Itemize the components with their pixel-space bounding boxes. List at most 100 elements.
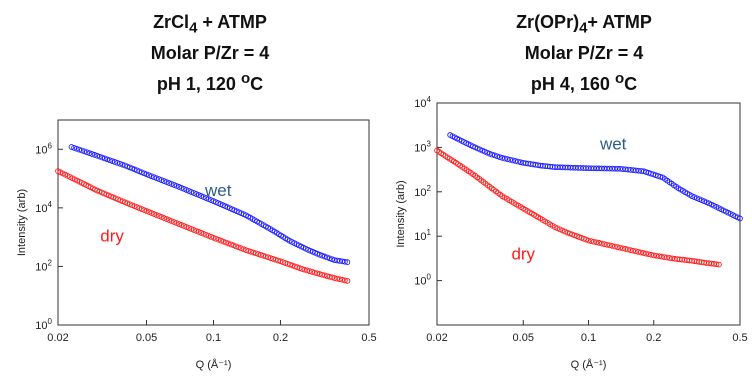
data-point bbox=[509, 157, 516, 164]
y-tick-label: 104 bbox=[35, 200, 52, 215]
data-point bbox=[262, 253, 269, 260]
data-point bbox=[299, 266, 305, 272]
data-point bbox=[737, 215, 743, 222]
data-point bbox=[625, 246, 631, 253]
data-point bbox=[151, 211, 157, 217]
title-subscript: 4 bbox=[189, 19, 198, 37]
data-point bbox=[486, 150, 493, 157]
data-point bbox=[284, 260, 291, 267]
y-axis-label: Intensity (arb) bbox=[395, 180, 407, 247]
data-point bbox=[344, 278, 351, 284]
title-text: pH 4, 160 bbox=[530, 73, 615, 94]
y-tick-label: 102 bbox=[414, 184, 431, 199]
plot-area: 0.02 0.05 0.1 0.2 0.5 100 101 102 103 104 Q (Å⁻¹) I… bbox=[395, 95, 748, 371]
data-point bbox=[148, 173, 155, 180]
data-point bbox=[253, 250, 259, 257]
y-tick-label: 102 bbox=[35, 258, 52, 273]
data-point bbox=[319, 252, 325, 259]
data-point bbox=[331, 275, 338, 281]
series-label-dry: dry bbox=[511, 244, 535, 263]
data-point bbox=[282, 260, 289, 266]
y-tick-label: 104 bbox=[414, 95, 431, 110]
data-point bbox=[604, 165, 610, 172]
data-point bbox=[91, 152, 98, 158]
data-point bbox=[326, 255, 333, 262]
data-point bbox=[342, 277, 348, 284]
data-point bbox=[601, 241, 608, 247]
data-point bbox=[334, 275, 340, 282]
data-point bbox=[645, 251, 652, 258]
data-point bbox=[68, 144, 75, 150]
data-point bbox=[245, 248, 252, 254]
data-point bbox=[151, 174, 157, 181]
data-point bbox=[257, 252, 264, 258]
data-point bbox=[223, 239, 229, 246]
data-point bbox=[146, 172, 152, 179]
data-point bbox=[301, 266, 308, 273]
data-point bbox=[76, 146, 83, 153]
data-point bbox=[260, 252, 267, 259]
data-point bbox=[661, 254, 668, 260]
data-point bbox=[515, 158, 521, 165]
x-tick-label: 0.5 bbox=[732, 332, 747, 344]
plot-frame bbox=[57, 119, 370, 326]
data-point bbox=[640, 250, 647, 256]
series-dry bbox=[434, 147, 722, 268]
title-line-2: Molar P/Zr = 4 bbox=[75, 41, 345, 66]
data-point bbox=[331, 257, 338, 263]
data-point bbox=[598, 240, 605, 247]
x-tick-label: 0.2 bbox=[646, 332, 661, 344]
data-point bbox=[243, 247, 249, 253]
y-axis-label: Intensity (arb) bbox=[16, 189, 28, 256]
data-point bbox=[280, 259, 286, 265]
data-point bbox=[635, 248, 642, 255]
data-point bbox=[220, 238, 227, 245]
data-point bbox=[604, 241, 610, 248]
x-axis-label: Q (Å⁻¹) bbox=[196, 358, 232, 371]
series-label-wet: wet bbox=[204, 181, 232, 200]
data-point bbox=[666, 255, 673, 261]
title-text: Zr(OPr) bbox=[516, 12, 580, 32]
title-subscript: 4 bbox=[579, 19, 588, 37]
x-tick-label: 0.02 bbox=[426, 332, 447, 344]
data-point bbox=[329, 274, 335, 281]
data-point bbox=[630, 247, 636, 254]
series-wet bbox=[68, 144, 351, 265]
data-point bbox=[499, 155, 506, 161]
x-tick-label: 0.1 bbox=[581, 332, 596, 344]
title-text: C bbox=[250, 73, 264, 94]
data-point bbox=[630, 167, 637, 174]
data-point bbox=[494, 153, 501, 160]
data-point bbox=[153, 175, 160, 182]
data-point bbox=[590, 165, 597, 172]
data-point bbox=[585, 237, 592, 244]
data-point bbox=[716, 261, 722, 268]
data-point bbox=[270, 256, 276, 262]
data-point bbox=[81, 148, 88, 155]
data-point bbox=[622, 166, 629, 173]
data-point bbox=[291, 263, 298, 270]
data-point bbox=[73, 145, 80, 152]
data-point bbox=[114, 159, 121, 166]
data-point bbox=[593, 239, 600, 246]
data-point bbox=[517, 159, 524, 166]
data-point bbox=[512, 158, 519, 164]
data-point bbox=[609, 243, 616, 249]
x-tick-label: 0.2 bbox=[273, 332, 288, 344]
data-point bbox=[588, 165, 594, 172]
data-point bbox=[78, 147, 85, 154]
y-tick-label: 100 bbox=[35, 317, 52, 332]
data-point bbox=[275, 257, 281, 264]
data-point bbox=[248, 248, 254, 255]
data-point bbox=[601, 165, 608, 172]
data-point bbox=[228, 241, 234, 248]
data-point bbox=[161, 178, 167, 184]
data-point bbox=[590, 238, 597, 245]
data-point bbox=[502, 155, 508, 162]
data-point bbox=[344, 259, 351, 265]
chart-title: ZrCl4 + ATMP Molar P/Zr = 4 pH 1, 120 oC bbox=[75, 10, 345, 97]
data-point bbox=[598, 165, 605, 172]
data-point bbox=[334, 257, 340, 264]
data-point bbox=[163, 179, 170, 185]
data-point bbox=[161, 215, 167, 221]
